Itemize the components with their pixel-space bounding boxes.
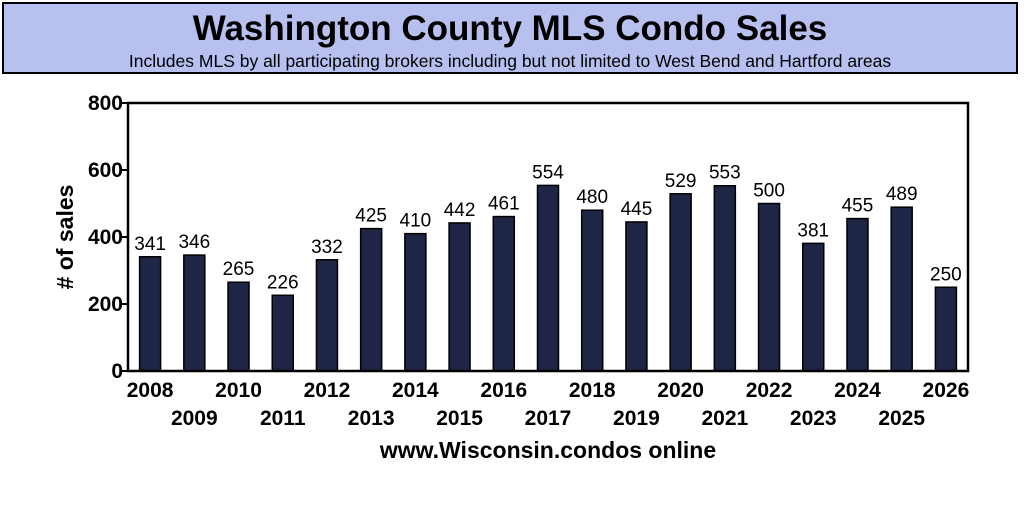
bar-2026	[934, 286, 958, 372]
x-tick-label-2010: 2010	[215, 379, 262, 402]
bar-2009	[183, 254, 206, 372]
bar-2012	[315, 259, 339, 372]
title-banner: Washington County MLS Condo Sales Includ…	[2, 2, 1018, 74]
data-label-2020: 529	[665, 171, 697, 192]
bar-2021	[713, 184, 737, 372]
data-label-2013: 425	[355, 206, 387, 227]
x-tick-label-2026: 2026	[923, 379, 970, 402]
data-label-2011: 226	[267, 272, 299, 293]
x-tick-label-2013: 2013	[348, 407, 395, 430]
bar-2024	[846, 217, 869, 372]
data-label-2023: 381	[797, 220, 829, 241]
x-tick-label-2020: 2020	[657, 379, 704, 402]
x-tick-label-2019: 2019	[613, 407, 660, 430]
y-tick-label-800: 800	[88, 92, 123, 115]
data-label-2012: 332	[311, 237, 343, 258]
x-tick-label-2021: 2021	[701, 407, 748, 430]
data-label-2010: 265	[223, 259, 255, 280]
x-tick-label-2008: 2008	[127, 379, 174, 402]
data-label-2018: 480	[576, 187, 608, 208]
data-label-2009: 346	[178, 232, 210, 253]
bar-2013	[359, 227, 383, 372]
x-axis: 2008 2009 2010 2011 2012 2013 2014 2015 2016 2017…	[127, 379, 970, 430]
x-tick-label-2022: 2022	[746, 379, 793, 402]
x-tick-label-2009: 2009	[171, 407, 218, 430]
x-tick-label-2024: 2024	[834, 379, 881, 402]
data-label-2017: 554	[532, 162, 564, 183]
y-tick-label-200: 200	[88, 293, 123, 316]
x-tick-label-2025: 2025	[878, 407, 925, 430]
data-label-2021: 553	[709, 163, 741, 184]
x-tick-label-2023: 2023	[790, 407, 837, 430]
chart-title: Washington County MLS Condo Sales	[192, 9, 828, 48]
y-tick-label-400: 400	[88, 226, 123, 249]
bar-2015	[448, 222, 471, 372]
x-axis-label: www.Wisconsin.condos online	[379, 437, 716, 463]
x-tick-label-2016: 2016	[480, 379, 527, 402]
y-tick-label-600: 600	[88, 159, 123, 182]
bar-2010	[227, 281, 250, 372]
bar-2018	[580, 209, 604, 372]
bar-2011	[271, 294, 294, 372]
bar-2025	[890, 206, 913, 372]
bar-2023	[802, 242, 825, 372]
bar-2020	[669, 193, 692, 372]
bar-2014	[404, 232, 427, 372]
data-label-2014: 410	[400, 211, 432, 232]
bar-2017	[536, 184, 560, 372]
y-axis-label: # of sales	[52, 185, 78, 290]
x-tick-label-2018: 2018	[569, 379, 616, 402]
x-tick-label-2012: 2012	[304, 379, 351, 402]
x-tick-label-2014: 2014	[392, 379, 439, 402]
bars	[138, 184, 958, 372]
data-label-2015: 442	[444, 200, 476, 221]
x-tick-label-2015: 2015	[436, 407, 483, 430]
y-axis: 0 200 400 600 800	[88, 92, 128, 383]
chart-subtitle: Includes MLS by all participating broker…	[128, 51, 892, 71]
x-tick-label-2011: 2011	[260, 407, 306, 430]
data-label-2016: 461	[488, 194, 520, 215]
y-tick-label-0: 0	[111, 360, 123, 383]
bar-2016	[492, 215, 516, 372]
bar-2022	[757, 202, 781, 372]
bar-2008	[138, 256, 162, 372]
data-label-2025: 489	[886, 184, 918, 205]
data-label-2019: 445	[621, 199, 653, 220]
data-label-2024: 455	[842, 196, 874, 217]
data-labels: 341 346 265 226 332 425 410 442 461 554 480 445 529 5…	[134, 162, 961, 293]
data-label-2026: 250	[930, 264, 962, 285]
data-label-2022: 500	[753, 181, 785, 202]
x-tick-label-2017: 2017	[525, 407, 572, 430]
bar-2019	[625, 221, 648, 372]
data-label-2008: 341	[134, 234, 166, 255]
